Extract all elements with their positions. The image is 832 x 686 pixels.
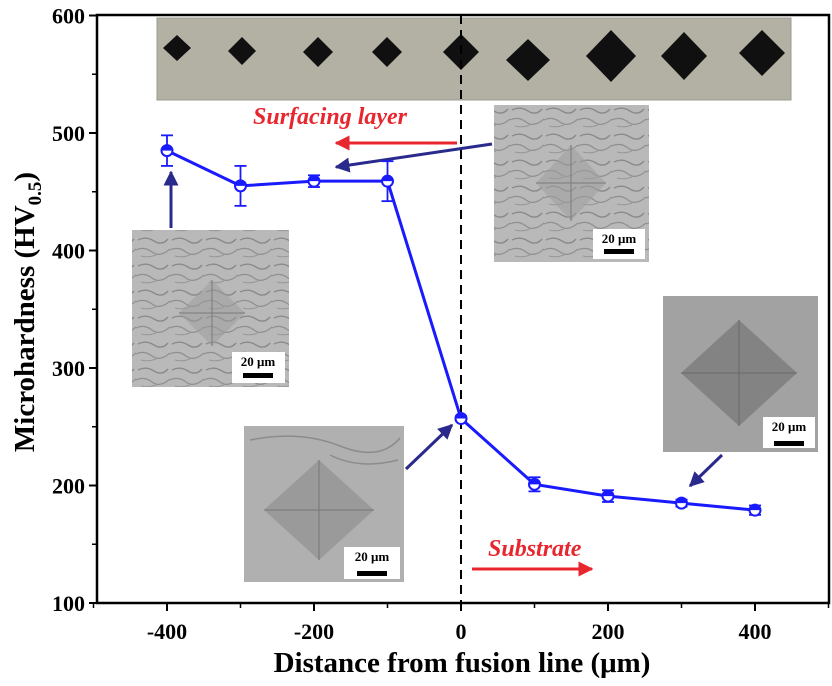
x-axis-title: Distance from fusion line (μm) bbox=[274, 647, 651, 679]
scale-bar-label: 20 μm bbox=[241, 354, 276, 369]
data-point-half bbox=[161, 145, 173, 151]
y-tick-label: 400 bbox=[52, 239, 85, 264]
y-axis-title-subscript: 0.5 bbox=[25, 182, 46, 206]
arrow-to-fusion-point bbox=[404, 423, 454, 471]
y-tick-label: 500 bbox=[52, 121, 85, 146]
substrate-label: Substrate bbox=[488, 536, 582, 562]
data-point-half bbox=[455, 413, 467, 419]
axes: -400 -200 0 200 400 100 200 300 400 500 600 bbox=[52, 4, 831, 644]
indentation-strip-image bbox=[156, 17, 792, 101]
y-tick-label: 200 bbox=[52, 474, 85, 499]
scale-bar-label: 20 μm bbox=[602, 231, 637, 246]
data-point-half bbox=[308, 175, 320, 182]
y-tick-label: 600 bbox=[52, 4, 85, 29]
micrograph-upper-right: 20 μm bbox=[494, 105, 649, 262]
surfacing-layer-label: Surfacing layer bbox=[253, 104, 408, 130]
y-axis-title-main: Microhardness (HV bbox=[9, 205, 41, 452]
x-tick-label: -400 bbox=[147, 619, 187, 644]
scale-bar-label: 20 μm bbox=[772, 419, 807, 434]
y-tick-label: 100 bbox=[52, 591, 85, 616]
y-axis-title-close: ) bbox=[9, 172, 41, 182]
micrograph-left: 20 μm bbox=[132, 230, 289, 387]
data-point-half bbox=[749, 504, 761, 511]
micrograph-right: 20 μm bbox=[663, 296, 818, 452]
x-tick-label: 200 bbox=[592, 619, 625, 644]
data-point-half bbox=[529, 478, 540, 485]
x-tick-label: -200 bbox=[294, 619, 334, 644]
micrograph-bottom: 20 μm bbox=[244, 426, 404, 582]
x-tick-label: 0 bbox=[456, 619, 467, 644]
data-point-half bbox=[235, 180, 246, 186]
arrow-to-substrate-point bbox=[688, 453, 724, 488]
data-point-half bbox=[382, 175, 393, 182]
arrow-to-surfacing-layer bbox=[334, 142, 493, 173]
scale-bar-label: 20 μm bbox=[355, 549, 390, 564]
pointer-arrows bbox=[163, 142, 724, 488]
y-tick-label: 300 bbox=[52, 356, 85, 381]
data-point-half bbox=[676, 497, 687, 504]
data-series bbox=[160, 134, 762, 517]
y-axis-title: Microhardness (HV0.5) bbox=[9, 172, 46, 452]
data-point-half bbox=[602, 490, 614, 497]
x-tick-label: 400 bbox=[739, 619, 772, 644]
